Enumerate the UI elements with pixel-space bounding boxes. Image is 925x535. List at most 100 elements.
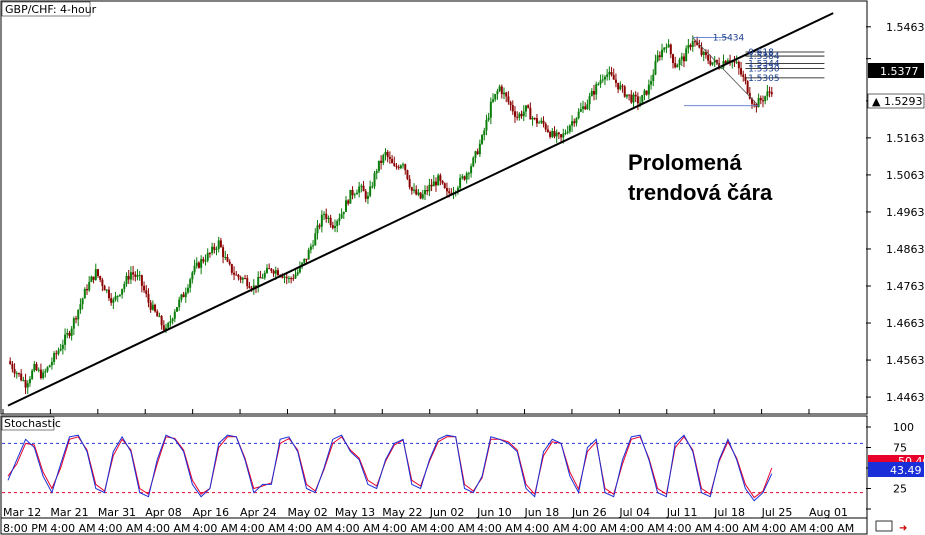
- candle-body: [636, 96, 639, 104]
- candle-body: [292, 278, 295, 280]
- candle-body: [222, 247, 225, 258]
- candle-body: [742, 74, 745, 77]
- candle-body: [127, 275, 130, 280]
- candle-body: [544, 123, 547, 130]
- candle-body: [226, 256, 229, 262]
- candle-body: [186, 287, 189, 293]
- candle-body: [614, 79, 617, 83]
- candle-body: [485, 119, 488, 131]
- candle-body: [687, 44, 690, 49]
- candle-body: [461, 176, 464, 178]
- candle-body: [399, 165, 402, 169]
- candle-body: [546, 129, 549, 132]
- candle-body: [685, 48, 688, 62]
- candle-body: [48, 365, 51, 368]
- candle-body: [527, 105, 530, 108]
- candle-body: [86, 288, 89, 291]
- x-tick-date: Jul 18: [713, 506, 745, 519]
- candle-body: [303, 258, 306, 263]
- candle-body: [388, 156, 391, 159]
- candle-body: [691, 41, 694, 47]
- candle-body: [307, 249, 310, 260]
- candle-body: [61, 344, 64, 349]
- candle-body: [263, 272, 266, 278]
- candle-body: [586, 104, 589, 110]
- candle-body: [689, 44, 692, 47]
- candle-body: [625, 94, 628, 97]
- candle-body: [463, 176, 466, 180]
- x-tick-time: 4:00 AM: [762, 522, 807, 535]
- candle-body: [647, 84, 650, 95]
- scroll-icon[interactable]: [875, 520, 893, 532]
- candle-body: [270, 268, 273, 271]
- candle-body: [606, 74, 609, 77]
- candle-body: [702, 51, 705, 55]
- candle-body: [557, 132, 560, 135]
- candle-body: [513, 111, 516, 117]
- candle-body: [601, 79, 604, 81]
- candle-body: [404, 164, 407, 171]
- arrow-icon[interactable]: ➜: [899, 523, 907, 534]
- candle-body: [535, 118, 538, 124]
- candle-body: [20, 373, 23, 381]
- current-price-badge: [868, 63, 924, 78]
- x-tick-date: Apr 08: [145, 506, 182, 519]
- candle-body: [713, 60, 716, 63]
- candle-body: [516, 116, 519, 118]
- candle-body: [377, 160, 380, 171]
- candle-body: [301, 262, 304, 267]
- candle-body: [338, 218, 341, 221]
- candle-body: [121, 288, 124, 295]
- candle-body: [564, 132, 567, 134]
- fibo-level-label: 1.5330: [748, 65, 780, 75]
- candle-body: [200, 259, 203, 268]
- candle-body: [81, 298, 84, 305]
- candle-body: [549, 131, 552, 137]
- candle-body: [96, 269, 99, 277]
- candle-body: [672, 54, 675, 64]
- candle-body: [434, 181, 437, 186]
- candle-body: [707, 55, 710, 61]
- candle-body: [215, 248, 218, 250]
- candle-body: [426, 190, 429, 192]
- fibo-swing-line: [692, 37, 759, 106]
- candle-body: [250, 287, 253, 290]
- candle-body: [489, 101, 492, 118]
- candle-body: [125, 275, 128, 284]
- candle-body: [724, 61, 727, 64]
- candle-body: [560, 134, 563, 138]
- candle-body: [24, 380, 27, 388]
- x-tick-time: 4:00 AM: [430, 522, 475, 535]
- candle-body: [31, 370, 34, 379]
- candle-body: [103, 285, 106, 291]
- candle-body: [478, 143, 481, 155]
- fibo-level-label: 0.618: [748, 48, 774, 58]
- candle-body: [64, 334, 67, 345]
- candle-body: [531, 117, 534, 120]
- x-tick-time: 4:00 AM: [477, 522, 522, 535]
- candle-body: [342, 211, 345, 215]
- candle-body: [538, 122, 541, 124]
- candlestick-series: [9, 35, 773, 395]
- stochastic-title-bg: [1, 416, 55, 431]
- candle-body: [663, 47, 666, 50]
- candle-body: [680, 56, 683, 60]
- candle-body: [380, 160, 383, 163]
- candle-body: [483, 130, 486, 136]
- candle-body: [590, 91, 593, 97]
- candle-body: [665, 47, 668, 49]
- candle-body: [298, 266, 301, 273]
- candle-body: [329, 217, 332, 226]
- candle-body: [33, 364, 36, 371]
- candle-body: [268, 268, 271, 270]
- x-tick-date: Jun 02: [429, 506, 465, 519]
- candle-body: [140, 275, 143, 286]
- price-tick-label: 1.5463: [886, 21, 925, 34]
- candle-body: [219, 240, 222, 248]
- candle-body: [496, 91, 499, 95]
- candle-body: [610, 72, 613, 76]
- candle-body: [160, 316, 163, 326]
- candle-body: [169, 321, 172, 323]
- candle-body: [272, 270, 275, 274]
